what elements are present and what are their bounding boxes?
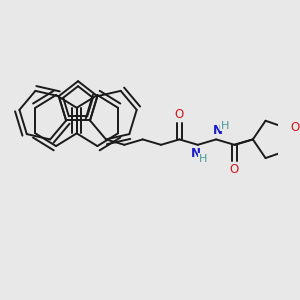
Text: O: O [230,163,239,176]
Text: H: H [221,121,230,131]
Text: O: O [175,108,184,122]
Text: H: H [199,154,208,164]
Text: O: O [291,122,300,134]
Text: N: N [191,147,201,160]
Text: N: N [213,124,223,137]
